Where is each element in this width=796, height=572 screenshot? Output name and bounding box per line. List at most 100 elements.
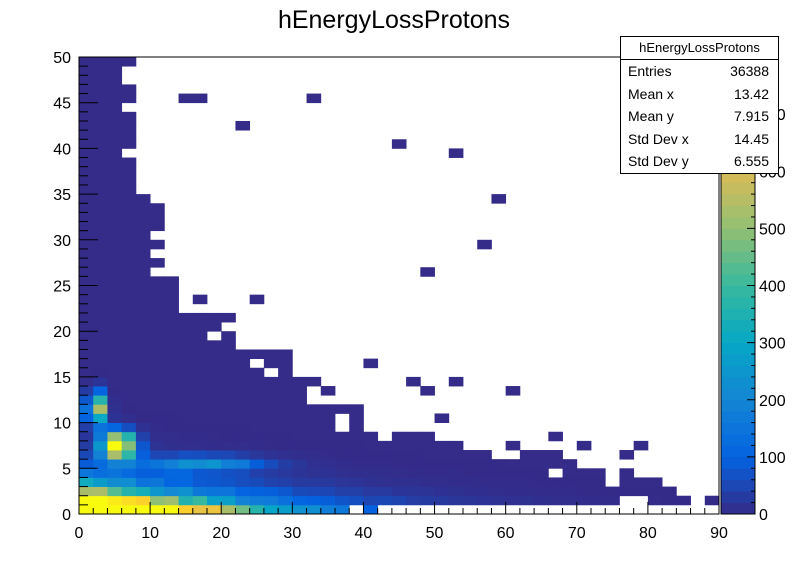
heatmap-bin — [79, 102, 94, 113]
heatmap-bin — [93, 450, 108, 460]
heatmap-bin — [534, 468, 549, 478]
heatmap-bin — [164, 312, 179, 323]
heatmap-bin — [121, 212, 137, 222]
y-tick-label: 20 — [53, 324, 71, 341]
palette-segment — [721, 502, 755, 515]
heatmap-bin — [391, 495, 407, 506]
heatmap-bin — [93, 166, 108, 177]
heatmap-bin — [306, 93, 322, 104]
heatmap-bin — [406, 486, 421, 497]
heatmap-bin — [221, 395, 236, 405]
heatmap-bin — [121, 203, 137, 213]
heatmap-bin — [107, 294, 123, 305]
heatmap-bin — [207, 413, 222, 423]
heatmap-bin — [107, 120, 123, 131]
heatmap-bin — [121, 495, 137, 506]
heatmap-bin — [434, 477, 450, 487]
palette-segment — [721, 182, 755, 195]
heatmap-bin — [164, 404, 179, 414]
heatmap-bin — [178, 468, 194, 478]
heatmap-bin — [135, 267, 151, 277]
heatmap-bin — [107, 495, 123, 506]
heatmap-bin — [562, 459, 578, 469]
heatmap-bin — [79, 495, 94, 506]
heatmap-bin — [107, 111, 123, 122]
heatmap-bin — [121, 422, 137, 433]
heatmap-bin — [121, 331, 137, 341]
palette-segment — [721, 479, 755, 492]
heatmap-bin — [93, 221, 108, 232]
heatmap-bin — [192, 486, 208, 497]
heatmap-bin — [79, 331, 94, 341]
heatmap-bin — [150, 468, 165, 478]
heatmap-bin — [135, 450, 151, 460]
heatmap-bin — [235, 477, 251, 487]
heatmap-bin — [107, 459, 123, 469]
heatmap-bin — [178, 450, 194, 460]
x-tick-label: 30 — [283, 525, 301, 542]
heatmap-bin — [235, 376, 251, 387]
heatmap-bin — [150, 340, 165, 350]
heatmap-bin — [207, 468, 222, 478]
heatmap-bin — [235, 486, 251, 497]
heatmap-bin — [164, 413, 179, 423]
heatmap-bin — [249, 486, 265, 497]
heatmap-bin — [249, 440, 265, 451]
heatmap-bin — [164, 358, 179, 369]
heatmap-bin — [93, 66, 108, 76]
heatmap-bin — [406, 477, 421, 487]
palette-segment — [721, 354, 755, 366]
heatmap-bin — [420, 477, 435, 487]
heatmap-bin — [647, 477, 663, 487]
heatmap-bin — [491, 486, 507, 497]
heatmap-bin — [107, 440, 123, 451]
heatmap-bin — [178, 312, 194, 323]
heatmap-bin — [647, 486, 663, 497]
heatmap-bin — [79, 322, 94, 332]
heatmap-bin — [135, 358, 151, 369]
y-tick-label: 0 — [62, 507, 71, 524]
heatmap-bin — [93, 376, 108, 387]
palette-segment — [721, 376, 755, 389]
heatmap-bin — [135, 349, 151, 360]
heatmap-bin — [107, 258, 123, 268]
heatmap-bin — [235, 495, 251, 506]
heatmap-bin — [121, 486, 137, 497]
heatmap-bin — [107, 404, 123, 414]
heatmap-bin — [121, 166, 137, 177]
heatmap-bin — [335, 404, 350, 414]
heatmap-bin — [164, 459, 179, 469]
heatmap-bin — [619, 486, 635, 497]
heatmap-bin — [576, 468, 592, 478]
heatmap-bin — [135, 276, 151, 286]
heatmap-bin — [192, 477, 208, 487]
x-tick-label: 0 — [75, 525, 84, 542]
heatmap-bin — [320, 486, 336, 497]
heatmap-bin — [562, 486, 578, 497]
heatmap-bin — [519, 495, 535, 506]
heatmap-bin — [135, 495, 151, 506]
heatmap-bin — [406, 450, 421, 460]
heatmap-bin — [107, 322, 123, 332]
heatmap-bin — [320, 431, 336, 442]
heatmap-bin — [391, 486, 407, 497]
heatmap-bin — [192, 495, 208, 506]
heatmap-bin — [93, 285, 108, 296]
heatmap-bin — [221, 422, 236, 433]
heatmap-bin — [93, 440, 108, 451]
heatmap-bin — [263, 486, 279, 497]
heatmap-bin — [420, 450, 435, 460]
heatmap-bin — [192, 386, 208, 396]
heatmap-bin — [107, 386, 123, 396]
heatmap-bin — [207, 340, 222, 350]
heatmap-bin — [349, 477, 364, 487]
heatmap-bin — [93, 239, 108, 250]
heatmap-bin — [278, 358, 293, 369]
heatmap-bin — [164, 495, 179, 506]
heatmap-bin — [178, 495, 194, 506]
heatmap-bin — [263, 404, 279, 414]
heatmap-bin — [135, 477, 151, 487]
heatmap-bin — [306, 376, 322, 387]
heatmap-bin — [135, 431, 151, 442]
heatmap-bin — [704, 495, 720, 506]
